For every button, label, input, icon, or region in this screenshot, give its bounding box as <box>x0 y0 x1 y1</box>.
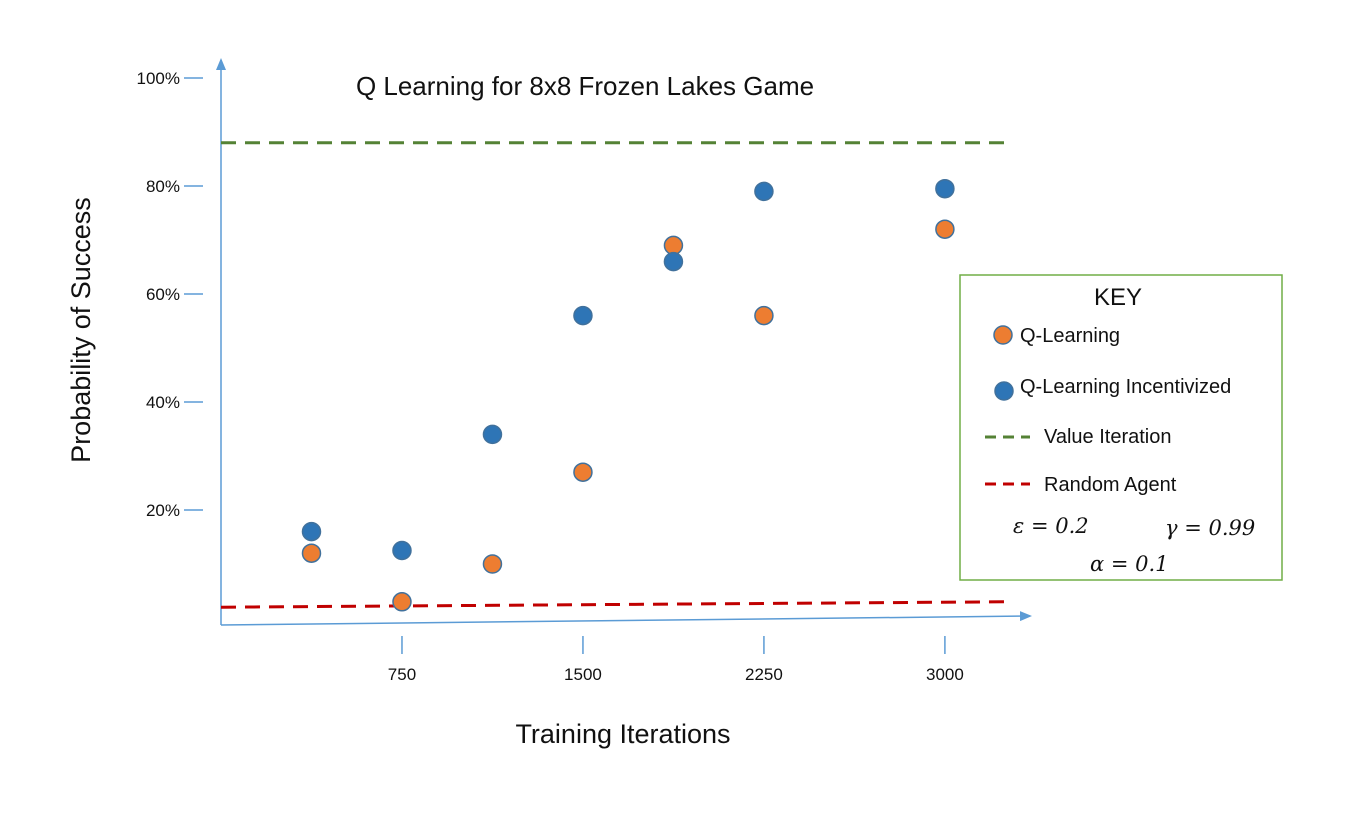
legend-label-random-agent: Random Agent <box>1044 474 1177 496</box>
q-learning-incentivized-point <box>754 181 774 202</box>
q-learning-point <box>392 592 412 612</box>
legend-marker-q-learning <box>993 325 1013 345</box>
x-tick-label: 750 <box>388 665 416 684</box>
y-tick-label: 100% <box>137 69 180 88</box>
q-learning-incentivized-point <box>482 424 503 445</box>
legend-box <box>959 274 1283 581</box>
y-axis-label: Probability of Success <box>66 197 96 463</box>
reference-lines <box>220 141 1006 609</box>
q-learning-point <box>754 305 774 326</box>
x-axis <box>220 611 1032 626</box>
q-learning-point <box>301 543 322 563</box>
y-tick-label: 60% <box>146 285 180 304</box>
q-learning-point <box>663 235 684 256</box>
legend-label-value-iteration: Value Iteration <box>1044 426 1172 448</box>
chart-title: Q Learning for 8x8 Frozen Lakes Game <box>356 71 814 101</box>
q-learning-incentivized-point <box>392 540 412 561</box>
legend-label-q-learning-incentivized: Q-Learning Incentivized <box>1020 376 1231 398</box>
q-learning-incentivized-point <box>935 178 955 199</box>
legend-title: KEY <box>1094 284 1142 311</box>
q-learning-incentivized-point <box>301 521 322 542</box>
legend: KEY Q-Learning Q-Learning Incentivized V… <box>959 274 1283 581</box>
q-learning-point <box>935 219 955 239</box>
y-ticks: 20% 40% 60% 80% 100% <box>137 69 203 520</box>
q-learning-point <box>573 462 593 482</box>
param-gamma: γ = 0.99 <box>1165 516 1255 540</box>
y-tick-label: 20% <box>146 501 180 520</box>
data-points <box>301 178 955 612</box>
legend-label-q-learning: Q-Learning <box>1020 325 1120 347</box>
param-epsilon: ε = 0.2 <box>1013 514 1089 538</box>
legend-marker-q-learning-incentivized <box>994 381 1014 401</box>
param-alpha: α = 0.1 <box>1090 552 1169 576</box>
y-tick-label: 80% <box>146 177 180 196</box>
x-tick-label: 3000 <box>926 665 964 684</box>
x-tick-label: 1500 <box>564 665 602 684</box>
x-tick-label: 2250 <box>745 665 783 684</box>
y-tick-label: 40% <box>146 393 180 412</box>
q-learning-incentivized-point <box>573 305 593 326</box>
x-ticks: 750 1500 2250 3000 <box>388 636 964 684</box>
q-learning-point <box>482 554 503 574</box>
x-axis-label: Training Iterations <box>515 719 730 749</box>
q-learning-incentivized-point <box>663 251 684 272</box>
random-agent-line <box>220 600 1006 609</box>
